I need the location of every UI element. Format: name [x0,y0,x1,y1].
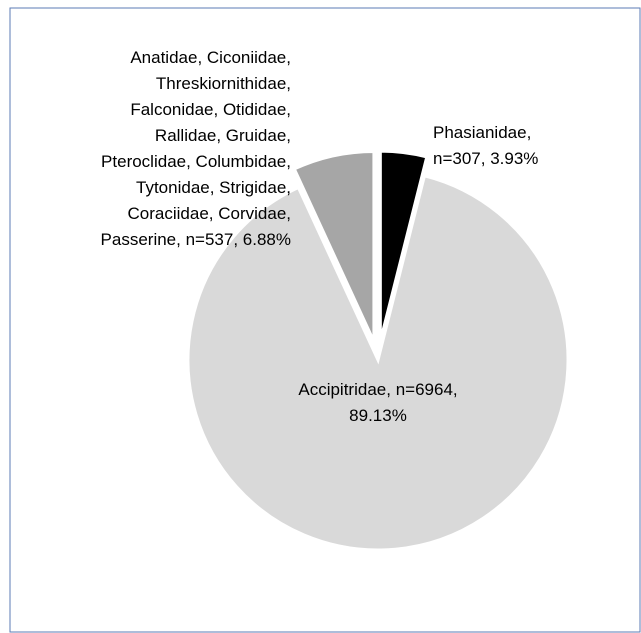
slice-label: Phasianidae, n=307, 3.93% [433,120,573,172]
pie-slice [292,149,376,343]
frame [9,7,641,633]
pie-slice [186,173,570,552]
category-label: Accipitridae, [298,380,391,399]
slice-label: Accipitridae, n=6964, 89.13% [298,377,458,429]
pie-slice [378,149,429,342]
category-label: Phasianidae, [433,123,532,142]
value-label: n=307, 3.93% [433,149,539,168]
slice-label: Anatidae, Ciconiidae, Threskiornithidae,… [76,45,291,253]
value-label: n=6964, 89.13% [349,380,458,425]
value-label: n=537, 6.88% [185,230,291,249]
category-label: Anatidae, Ciconiidae, Threskiornithidae,… [100,48,291,249]
